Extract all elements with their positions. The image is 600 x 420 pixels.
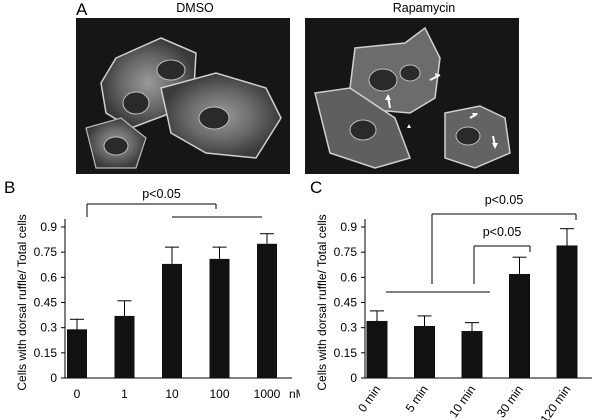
bar (509, 273, 530, 378)
y-tick-label: 0 (50, 371, 57, 385)
y-axis-label: Cells with dorsal ruffle/ Total cells (15, 214, 29, 390)
y-tick-label: 0.75 (34, 245, 58, 259)
panel-a-letter: A (76, 0, 88, 19)
y-tick-label: 0.45 (334, 296, 358, 310)
x-tick-label: 100 (209, 387, 229, 401)
x-tick-label: 10 min (446, 383, 478, 420)
y-tick-label: 0.6 (340, 270, 357, 284)
bar (67, 329, 87, 378)
panel-c-letter: C (310, 178, 323, 197)
x-tick-label: 5 min (403, 383, 431, 415)
significance-label: p<0.05 (142, 187, 181, 201)
bar (162, 263, 182, 378)
y-tick-label: 0.15 (34, 346, 58, 360)
y-tick-label: 0.9 (40, 220, 57, 234)
y-tick-label: 0.15 (334, 346, 358, 360)
x-tick-label: 0 min (355, 383, 383, 415)
bar (556, 245, 578, 378)
dmso-image-title: DMSO (176, 1, 214, 15)
y-tick-label: 0.6 (40, 270, 57, 284)
y-tick-label: 0.3 (340, 321, 357, 335)
bar (461, 331, 483, 378)
bar (209, 258, 230, 378)
bar (366, 320, 388, 378)
x-tick-label: 120 min (537, 383, 573, 420)
rapamycin-image-title: Rapamycin (392, 1, 456, 15)
bar (414, 325, 435, 378)
y-tick-label: 0.9 (340, 220, 357, 234)
x-tick-label: 10 (165, 387, 179, 401)
chart-b: 0 0.15 0.3 0.45 0.6 0.75 0.9 Cells with dorsal … (15, 187, 300, 401)
y-axis-label: Cells with dorsal ruffle/ Total cells (315, 214, 329, 390)
x-tick-label: 0 (74, 387, 81, 401)
y-tick-label: 0.45 (34, 296, 58, 310)
significance-label: p<0.05 (485, 193, 524, 207)
panel-b-letter: B (4, 178, 16, 197)
bar (114, 315, 135, 378)
x-tick-label: 30 min (494, 383, 526, 420)
chart-c: 0 0.15 0.3 0.45 0.6 0.75 0.9 Cells with dorsal … (315, 193, 592, 420)
y-tick-label: 0.3 (40, 321, 57, 335)
y-tick-label: 0 (350, 371, 357, 385)
significance-label: p<0.05 (483, 225, 522, 239)
x-tick-label: 1 (121, 387, 128, 401)
y-tick-label: 0.75 (334, 245, 358, 259)
rapamycin-microscopy-image (305, 18, 519, 174)
x-tick-label: 1000 (254, 387, 281, 401)
dmso-microscopy-image (76, 18, 290, 174)
x-unit-label: nM (289, 387, 300, 401)
bar (257, 243, 277, 378)
